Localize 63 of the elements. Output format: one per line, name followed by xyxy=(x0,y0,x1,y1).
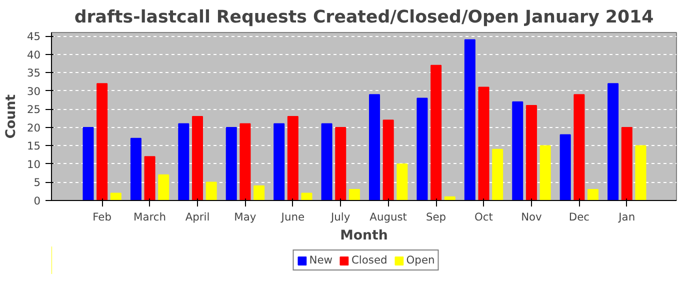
x-tick-label: Sep xyxy=(426,210,446,224)
bar xyxy=(492,148,504,200)
legend-label: Closed xyxy=(351,254,388,266)
bar xyxy=(301,192,312,200)
bar xyxy=(274,123,285,200)
chart-title: drafts-lastcall Requests Created/Closed/Open January 2014 xyxy=(74,8,654,28)
x-tick-label: March xyxy=(134,210,166,224)
bar xyxy=(178,123,190,200)
bar xyxy=(526,105,537,200)
bar xyxy=(254,185,265,200)
bar xyxy=(110,192,122,200)
bar xyxy=(158,174,170,200)
legend-label: New xyxy=(309,254,332,266)
bar xyxy=(560,134,571,200)
y-tick-label: 30 xyxy=(26,84,41,98)
x-tick-label: Nov xyxy=(521,210,542,224)
bar xyxy=(96,83,108,200)
x-tick-label: June xyxy=(280,210,305,224)
y-tick-label: 0 xyxy=(34,194,41,208)
x-tick-label: Dec xyxy=(568,210,590,224)
bar xyxy=(382,120,394,200)
x-tick-label: Feb xyxy=(92,210,112,224)
y-tick-label: 35 xyxy=(26,66,41,80)
y-tick-label: 15 xyxy=(26,140,41,153)
y-tick-label: 45 xyxy=(26,30,41,44)
bar xyxy=(416,98,428,200)
y-tick-label: 5 xyxy=(34,176,40,190)
bar xyxy=(540,145,551,200)
bar xyxy=(368,94,380,200)
x-tick-label: April xyxy=(185,210,210,224)
bar xyxy=(144,156,156,200)
x-tick-label: August xyxy=(370,210,407,224)
x-tick-label: Oct xyxy=(474,210,493,224)
bar xyxy=(430,64,442,200)
bar xyxy=(621,126,632,200)
bar xyxy=(335,126,346,200)
bar xyxy=(287,116,298,200)
legend-label: Open xyxy=(406,254,435,266)
bar xyxy=(240,123,251,200)
y-tick-label: 40 xyxy=(26,48,41,62)
x-axis-title: Month xyxy=(340,228,388,244)
bar xyxy=(130,138,142,200)
y-tick-label: 10 xyxy=(26,158,41,171)
bar xyxy=(635,145,646,200)
y-axis-title: Count xyxy=(4,94,19,139)
y-tick-label: 25 xyxy=(26,103,41,116)
x-tick-label: Jan xyxy=(618,210,636,224)
bar xyxy=(574,94,585,200)
bar xyxy=(226,126,237,200)
bar xyxy=(464,39,476,200)
bar xyxy=(396,163,408,200)
bar xyxy=(82,126,94,200)
bar xyxy=(478,86,490,200)
x-tick-label: July xyxy=(330,210,350,224)
bar xyxy=(206,182,217,200)
bar xyxy=(588,189,599,200)
x-tick-label: May xyxy=(234,210,256,224)
bar xyxy=(321,123,332,200)
bar xyxy=(512,101,524,200)
y-tick-label: 20 xyxy=(26,121,41,134)
bar xyxy=(348,189,360,200)
bar xyxy=(192,116,203,200)
bar xyxy=(608,83,619,200)
